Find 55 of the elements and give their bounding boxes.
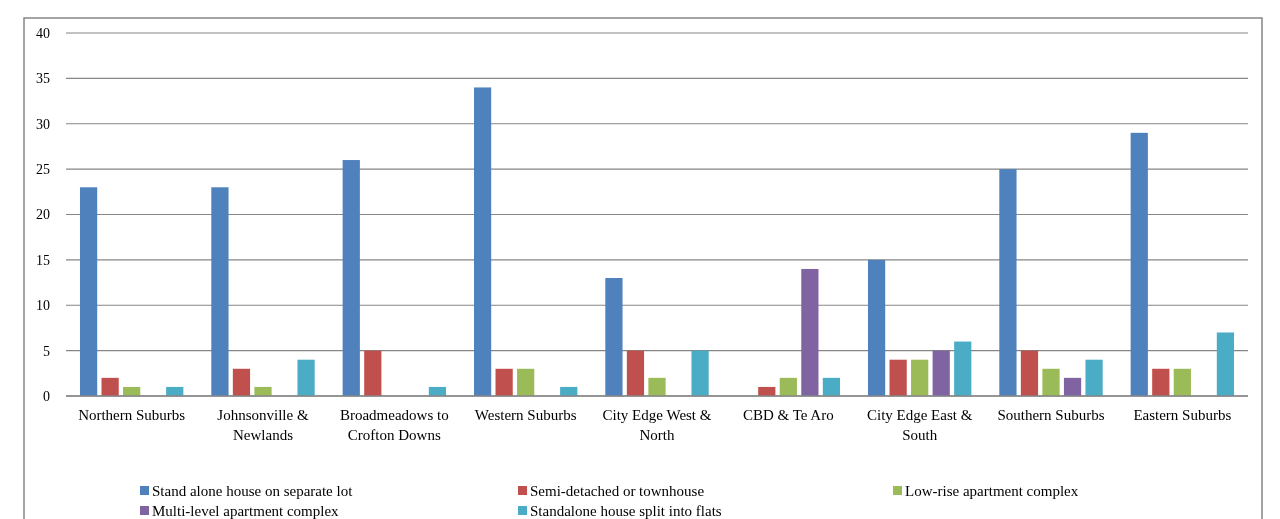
- y-tick-label: 0: [43, 388, 50, 404]
- bar: [1063, 377, 1082, 396]
- bar: [1042, 368, 1060, 396]
- x-tick-label: Southern Suburbs: [997, 407, 1105, 423]
- y-tick-label: 35: [36, 71, 50, 87]
- bar: [954, 341, 972, 396]
- bar: [342, 160, 360, 396]
- y-tick-label: 5: [43, 343, 50, 359]
- bar: [79, 187, 98, 396]
- bar: [1085, 359, 1103, 396]
- bar: [254, 386, 272, 396]
- x-tick-label: Broadmeadows to Crofton Downs: [339, 407, 449, 443]
- bar: [1216, 332, 1235, 396]
- x-tick-label: City Edge East & South: [866, 407, 973, 443]
- x-tick-label: Eastern Suburbs: [1133, 407, 1232, 423]
- bar: [626, 350, 645, 396]
- bar: [911, 359, 929, 396]
- bar: [1173, 368, 1191, 396]
- legend-label: Standalone house split into flats: [530, 503, 722, 519]
- bar: [364, 350, 382, 396]
- y-tick-label: 40: [36, 25, 50, 41]
- bar: [517, 368, 535, 396]
- y-tick-label: 30: [36, 116, 50, 132]
- x-tick-label: Western Suburbs: [474, 407, 577, 423]
- x-tick-label: Johnsonville & Newlands: [217, 407, 309, 443]
- bar: [932, 350, 950, 396]
- y-tick-label: 20: [36, 207, 50, 223]
- bar: [999, 169, 1017, 396]
- bar: [211, 187, 229, 396]
- bar: [473, 87, 492, 396]
- x-tick-label: City Edge West & North: [602, 407, 712, 443]
- bar: [605, 278, 623, 396]
- legend-label: Low-rise apartment complex: [905, 483, 1079, 500]
- bar: [889, 359, 907, 396]
- bar: [822, 377, 841, 396]
- bar: [101, 377, 119, 396]
- bar: [801, 268, 819, 396]
- bar: [297, 359, 315, 396]
- bar: [1130, 132, 1148, 396]
- bar: [495, 368, 513, 396]
- x-tick-label: CBD & Te Aro: [742, 407, 834, 423]
- bar: [691, 350, 709, 396]
- y-tick-label: 15: [36, 252, 50, 268]
- bar: [779, 377, 797, 396]
- legend-label: Stand alone house on separate lot: [152, 483, 354, 500]
- bar: [867, 259, 886, 396]
- bar: [1152, 368, 1170, 396]
- legend-label: Multi-level apartment complex: [152, 503, 340, 519]
- bar: [1020, 350, 1039, 396]
- legend-label: Semi-detached or townhouse: [530, 483, 705, 500]
- bar: [648, 377, 666, 396]
- y-tick-label: 25: [36, 162, 50, 178]
- y-tick-label: 10: [36, 298, 50, 314]
- x-tick-label: Northern Suburbs: [78, 407, 186, 423]
- bar: [232, 368, 251, 396]
